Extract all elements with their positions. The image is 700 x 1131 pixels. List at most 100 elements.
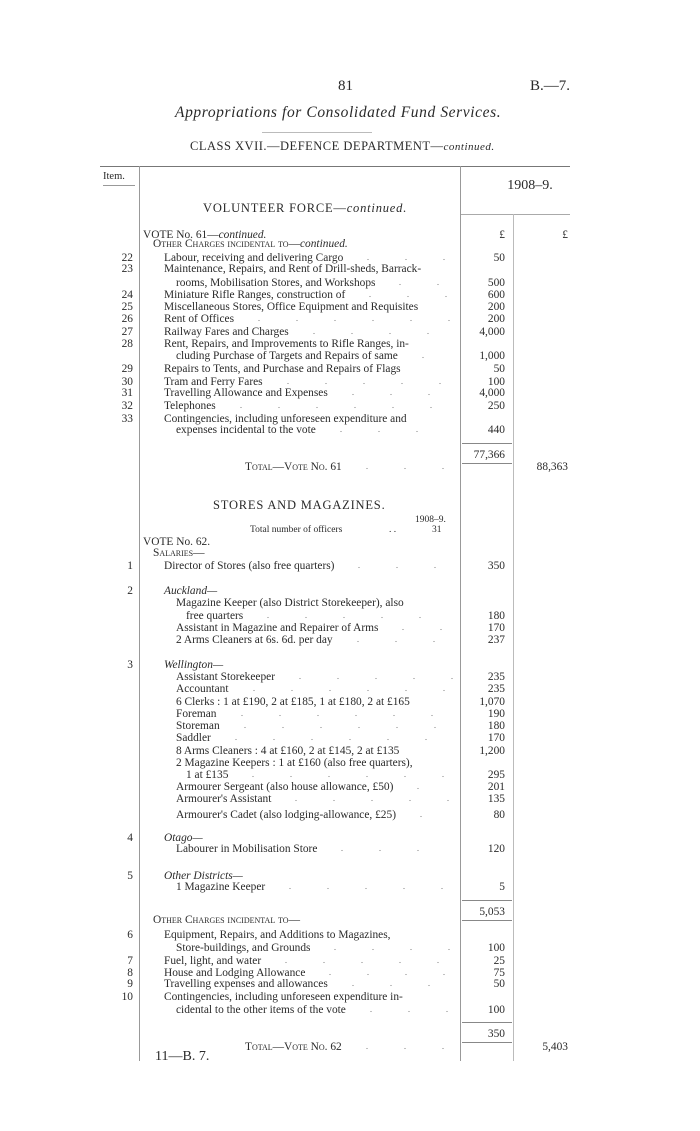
table-row: 28 Rent, Repairs, and Improvements to Rif… [100,338,570,350]
table-row: 2 Auckland— [100,585,570,597]
class-heading-continued: continued. [443,141,495,153]
item-description: VOTE No. 62. [143,536,210,548]
description-text: 1 at £135 [186,769,229,781]
subtotal-rule [462,463,512,464]
description-text: Foreman [176,708,217,720]
item-description: Contingencies, including unforeseen expe… [164,991,403,1003]
dot-leader [277,793,454,802]
dot-leader [234,683,454,692]
item-description: Armourer's Cadet (also lodging-allowance… [176,809,456,821]
item-description: Other Charges incidental to— [153,914,300,926]
table-row: Other Charges incidental to— [100,914,570,926]
description-text: rooms, Mobilisation Stores, and Workshop… [176,277,376,289]
section-heading-stores-magazines: STORES AND MAGAZINES. [213,498,386,512]
table-row: 10 Contingencies, including unforeseen ex… [100,991,570,1003]
subtotal-rule [462,900,512,901]
description-text: Store-buildings, and Grounds [176,942,311,954]
item-number: 22 [121,252,133,264]
dot-leader [240,313,454,322]
description-text: Magazine Keeper (also District Storekeep… [176,597,404,609]
amount: 1,200 [479,745,505,757]
amount: 190 [487,708,505,720]
item-number: 33 [121,413,133,425]
table-row: Foreman 190 [100,708,570,720]
table-row: 26 Rent of Offices 200 [100,313,570,325]
amount: 170 [487,622,505,634]
dot-leader [294,326,454,335]
section-heading-continued: continued. [346,201,408,215]
description-text: Armourer's Assistant [176,793,272,805]
item-description: Auckland— [164,585,217,597]
table-row: 4 Otago— [100,832,570,844]
item-description: Equipment, Repairs, and Additions to Mag… [164,929,391,941]
item-description: cluding Purchase of Targets and Repairs … [176,350,456,362]
description-text: expenses incidental to the vote [176,424,316,436]
amount: 1,000 [479,350,505,362]
dot-leader [271,881,454,890]
vote-total-amount: £ [562,229,568,241]
officers-year: 1908–9. [415,515,446,525]
table-row: 32 Telephones 250 [100,400,570,412]
description-text: Maintenance, Repairs, and Rent of Drill-… [164,263,422,275]
title-rule [262,132,372,133]
item-description: 8 Arms Cleaners : 4 at £160, 2 at £145, … [176,745,399,757]
officers-count: 31 [432,525,442,535]
table-row: free quarters 180 [100,610,570,622]
description-text: Accountant [176,683,229,695]
item-number: 25 [121,301,133,313]
item-number: 24 [121,289,133,301]
table-row: 2 Arms Cleaners at 6s. 6d. per day 237 [100,634,570,646]
description-text: Contingencies, including unforeseen expe… [164,413,407,425]
table-row: 30 Tram and Ferry Fares 100 [100,376,570,388]
table-row: expenses incidental to the vote 440 [100,424,570,436]
table-row: Accountant 235 [100,683,570,695]
table-row: Total—Vote No. 61 88,363 [100,461,570,473]
description-text: Other Districts— [164,870,243,882]
table-row: 3 Wellington— [100,659,570,671]
dot-leader [225,720,454,729]
amount: 235 [487,671,505,683]
item-header-rule [103,185,135,186]
page-title: Appropriations for Consolidated Fund Ser… [175,104,502,121]
amount: 5,053 [479,906,505,918]
amount: 120 [487,843,505,855]
description-text: cidental to the other items of the vote [176,1004,346,1016]
section-heading-volunteer-force: VOLUNTEER FORCE—continued. [203,201,408,215]
page-number: 81 [338,78,353,94]
description-text: Repairs to Tents, and Purchase and Repai… [164,363,401,375]
table-row: 24 Miniature Rifle Ranges, construction o… [100,289,570,301]
description-text: Other Charges incidental to— [153,914,300,926]
amount: 50 [493,252,505,264]
dot-leader [403,350,454,359]
item-number: 7 [127,955,133,967]
item-column-header: Item. [103,171,125,182]
header-bottom-rule [460,214,570,215]
table-row: Armourer's Assistant 135 [100,793,570,805]
description-text: Armourer's Cadet (also lodging-allowance… [176,809,396,821]
amount: 4,000 [479,387,505,399]
table-row: Labourer in Mobilisation Store 120 [100,843,570,855]
item-description: rooms, Mobilisation Stores, and Workshop… [176,277,456,289]
dot-leader [351,289,454,298]
table-row: 1 at £135 295 [100,769,570,781]
item-description: Wellington— [164,659,223,671]
amount: 237 [487,634,505,646]
item-number: 28 [121,338,133,350]
item-description: Railway Fares and Charges [164,326,456,338]
item-number: 31 [121,387,133,399]
table-row: 31 Travelling Allowance and Expenses 4,000 [100,387,570,399]
dot-leader [347,1041,454,1050]
dot-leader [222,708,454,717]
table-row: Armourer's Cadet (also lodging-allowance… [100,809,570,821]
description-text: 2 Magazine Keepers : 1 at £160 (also fre… [176,757,413,769]
item-description: expenses incidental to the vote [176,424,456,436]
description-text: Rent, Repairs, and Improvements to Rifle… [164,338,409,350]
subtotal-rule [462,920,512,921]
description-text: 1 Magazine Keeper [176,881,266,893]
item-description: Otago— [164,832,203,844]
amount: 295 [487,769,505,781]
dot-leader [399,781,454,790]
amount: 100 [487,1004,505,1016]
item-description: Miniature Rifle Ranges, construction of [164,289,456,301]
item-description: 1 Magazine Keeper [176,881,456,893]
